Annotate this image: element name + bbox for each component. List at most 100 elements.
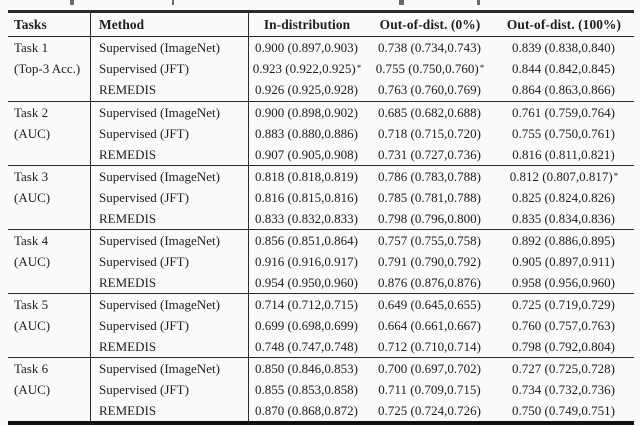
task-group-4: Task 4 (AUC) Supervised (ImageNet) 0.856… bbox=[8, 229, 634, 293]
value-cell: 0.711 (0.709,0.715) bbox=[366, 379, 494, 400]
value-text: 0.835 (0.834,0.836) bbox=[512, 210, 615, 226]
value-text: 0.816 (0.811,0.821) bbox=[512, 146, 615, 162]
value-cell: 0.748 (0.747,0.748) bbox=[248, 336, 366, 357]
method-label: REMEDIS bbox=[99, 146, 157, 162]
task-name: Task 6 bbox=[14, 360, 49, 376]
value-text: 0.870 (0.868,0.872) bbox=[255, 402, 358, 418]
value-cell: 0.699 (0.698,0.699) bbox=[248, 315, 366, 336]
value-text: 0.750 (0.749,0.751) bbox=[512, 402, 615, 418]
task-group-3: Task 3 (AUC) Supervised (ImageNet) 0.818… bbox=[8, 165, 634, 229]
task-cell: Task 6 (AUC) bbox=[8, 358, 90, 421]
value-text: 0.812 (0.807,0.817) bbox=[509, 168, 613, 184]
value-text: 0.786 (0.783,0.788) bbox=[378, 168, 481, 184]
value-cell: 0.731 (0.727,0.736) bbox=[366, 144, 494, 165]
value-text: 0.760 (0.757,0.763) bbox=[512, 317, 615, 333]
value-text: 0.798 (0.796,0.800) bbox=[378, 210, 481, 226]
value-cell: 0.734 (0.732,0.736) bbox=[494, 379, 634, 400]
value-cell: 0.649 (0.645,0.655) bbox=[366, 294, 494, 315]
method-label: Supervised (ImageNet) bbox=[99, 104, 220, 120]
value-cell: 0.761 (0.759,0.764) bbox=[494, 102, 634, 123]
value-cell: 0.725 (0.719,0.729) bbox=[494, 294, 634, 315]
value-text: 0.755 (0.750,0.760) bbox=[375, 60, 479, 76]
value-text: 0.761 (0.759,0.764) bbox=[512, 104, 615, 120]
value-text: 0.718 (0.715,0.720) bbox=[378, 125, 481, 141]
value-text: 0.958 (0.956,0.960) bbox=[512, 274, 615, 290]
cropped-caption-fragment bbox=[477, 0, 480, 5]
value-cell: 0.816 (0.815,0.816) bbox=[248, 187, 366, 208]
column-divider-method-values bbox=[248, 13, 250, 421]
value-cell: 0.725 (0.724,0.726) bbox=[366, 400, 494, 421]
value-text: 0.907 (0.905,0.908) bbox=[255, 146, 358, 162]
value-text: 0.923 (0.922,0.925) bbox=[252, 60, 356, 76]
value-text: 0.883 (0.880,0.886) bbox=[255, 125, 358, 141]
value-cell: 0.816 (0.811,0.821) bbox=[494, 144, 634, 165]
task-cell: Task 5 (AUC) bbox=[8, 294, 90, 357]
value-cell: 0.923 (0.922,0.925) * bbox=[252, 60, 362, 76]
task-name: Task 5 bbox=[14, 296, 49, 312]
table-body: Task 1 (Top-3 Acc.) Supervised (ImageNet… bbox=[8, 37, 634, 421]
method-label: REMEDIS bbox=[99, 274, 157, 290]
method-label: Supervised (ImageNet) bbox=[99, 232, 220, 248]
value-text: 0.727 (0.725,0.728) bbox=[512, 360, 615, 376]
value-text: 0.699 (0.698,0.699) bbox=[255, 317, 358, 333]
value-text: 0.856 (0.851,0.864) bbox=[255, 232, 358, 248]
value-text: 0.876 (0.876,0.876) bbox=[378, 274, 481, 290]
task-metric: (AUC) bbox=[14, 317, 51, 333]
task-cell: Task 2 (AUC) bbox=[8, 102, 90, 165]
value-cell: 0.664 (0.661,0.667) bbox=[366, 315, 494, 336]
method-label: Supervised (ImageNet) bbox=[99, 296, 220, 312]
value-cell: 0.850 (0.846,0.853) bbox=[248, 358, 366, 379]
value-text: 0.791 (0.790,0.792) bbox=[378, 253, 481, 269]
cropped-caption-fragment bbox=[172, 0, 174, 5]
value-cell: 0.712 (0.710,0.714) bbox=[366, 336, 494, 357]
method-label: REMEDIS bbox=[99, 402, 157, 418]
header-in-distribution: In-distribution bbox=[263, 16, 351, 32]
value-cell: 0.892 (0.886,0.895) bbox=[494, 230, 634, 251]
value-cell: 0.856 (0.851,0.864) bbox=[248, 230, 366, 251]
value-text: 0.916 (0.916,0.917) bbox=[255, 253, 358, 269]
cropped-caption-fragment bbox=[399, 0, 404, 5]
value-text: 0.844 (0.842,0.845) bbox=[512, 60, 615, 76]
value-text: 0.738 (0.734,0.743) bbox=[378, 39, 481, 55]
value-cell: 0.839 (0.838,0.840) bbox=[494, 37, 634, 58]
value-cell: 0.786 (0.783,0.788) bbox=[366, 166, 494, 187]
value-text: 0.685 (0.682,0.688) bbox=[378, 104, 481, 120]
value-cell: 0.818 (0.818,0.819) bbox=[248, 166, 366, 187]
value-cell: 0.835 (0.834,0.836) bbox=[494, 208, 634, 229]
value-cell: 0.958 (0.956,0.960) bbox=[494, 272, 634, 293]
value-text: 0.725 (0.719,0.729) bbox=[512, 296, 615, 312]
value-cell: 0.718 (0.715,0.720) bbox=[366, 123, 494, 144]
header-ood-0: Out-of-dist. (0%) bbox=[379, 16, 481, 32]
task-cell: Task 1 (Top-3 Acc.) bbox=[8, 37, 90, 101]
value-cell: 0.905 (0.897,0.911) bbox=[494, 251, 634, 272]
method-label: REMEDIS bbox=[99, 82, 157, 98]
task-name: Task 1 bbox=[14, 39, 49, 55]
value-text: 0.725 (0.724,0.726) bbox=[378, 402, 481, 418]
header-tasks: Tasks bbox=[14, 16, 47, 32]
value-text: 0.900 (0.898,0.902) bbox=[255, 104, 358, 120]
value-text: 0.763 (0.760,0.769) bbox=[378, 82, 481, 98]
header-method: Method bbox=[99, 16, 145, 32]
value-cell: 0.755 (0.750,0.761) bbox=[494, 123, 634, 144]
cropped-caption-fragment bbox=[70, 0, 74, 5]
value-text: 0.926 (0.925,0.928) bbox=[255, 82, 358, 98]
value-cell: 0.864 (0.863,0.866) bbox=[494, 80, 634, 101]
value-cell: 0.763 (0.760,0.769) bbox=[366, 80, 494, 101]
value-cell: 0.727 (0.725,0.728) bbox=[494, 358, 634, 379]
header-ood-100: Out-of-dist. (100%) bbox=[506, 16, 622, 32]
method-label: Supervised (JFT) bbox=[99, 60, 189, 76]
results-table: Tasks Method In-distribution Out-of-dist… bbox=[8, 10, 634, 425]
method-label: Supervised (ImageNet) bbox=[99, 168, 220, 184]
task-metric: (AUC) bbox=[14, 381, 51, 397]
value-cell: 0.812 (0.807,0.817) * bbox=[509, 168, 619, 184]
value-text: 0.734 (0.732,0.736) bbox=[512, 381, 615, 397]
value-cell: 0.883 (0.880,0.886) bbox=[248, 123, 366, 144]
task-metric: (AUC) bbox=[14, 189, 51, 205]
value-text: 0.839 (0.838,0.840) bbox=[512, 39, 615, 55]
task-cell: Task 4 (AUC) bbox=[8, 230, 90, 293]
value-cell: 0.855 (0.853,0.858) bbox=[248, 379, 366, 400]
value-cell: 0.833 (0.832,0.833) bbox=[248, 208, 366, 229]
value-cell: 0.785 (0.781,0.788) bbox=[366, 187, 494, 208]
table-top-rule bbox=[8, 10, 634, 13]
